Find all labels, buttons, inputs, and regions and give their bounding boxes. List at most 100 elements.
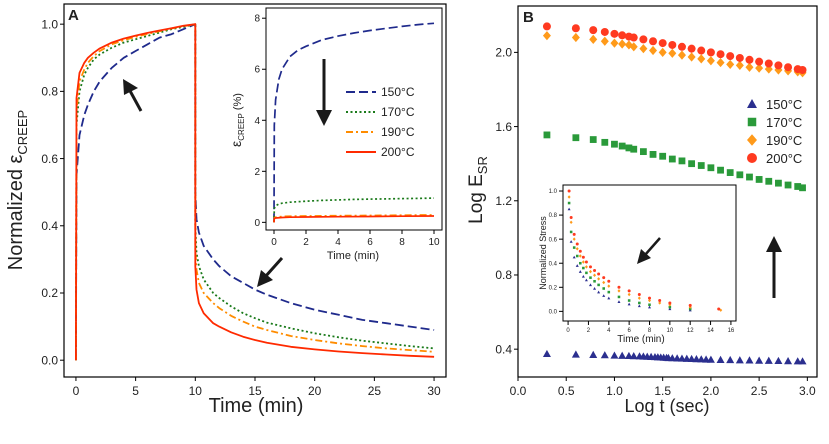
- panel-b-inset-point-170c-10: [602, 287, 605, 290]
- panel-b-point-150c-3: [600, 351, 609, 359]
- panel-b-inset-point-200c-12: [617, 285, 621, 289]
- panel-b-inset-x-axis-title: Time (min): [617, 334, 664, 345]
- panel-b-inset-y-tick-label-5: 1.0: [549, 189, 558, 195]
- panel-b-inset-point-190c-2: [572, 237, 576, 241]
- panel-a-arrow-up-shaft: [127, 88, 143, 112]
- panel-b-point-200c-7: [629, 33, 638, 42]
- panel-b-y-tick-label-0: 0.4: [495, 342, 512, 356]
- panel-a-inset-legend: 150°C 170°C 190°C 200°C: [346, 85, 415, 159]
- panel-b: B 0.0 0.5 1.0 1.5 2.0 2.5 3.0 0.40.81.21.62.0 …: [466, 5, 818, 416]
- panel-a-inset-series-170c: [273, 197, 435, 223]
- panel-a-y-tick-label-1: 0.2: [41, 286, 58, 300]
- panel-b-y-axis-title: Log ESR: [466, 156, 490, 224]
- panel-b-point-190c-15: [706, 56, 715, 66]
- panel-b-x-tick-label-4: 2.0: [703, 384, 720, 398]
- panel-a-inset-legend-label-0: 150°C: [381, 85, 415, 99]
- panel-a-inset-frame: [265, 7, 443, 231]
- panel-b-point-190c-10: [658, 47, 667, 57]
- panel-b-point-200c-22: [774, 61, 783, 70]
- panel-b-inset-point-190c-5: [581, 260, 585, 264]
- panel-b-inset-point-170c-16: [668, 305, 672, 309]
- panel-a-inset-x-tick-label-4: 8: [399, 237, 405, 248]
- panel-b-inset-point-150c-9: [597, 290, 601, 294]
- panel-b-inset-point-150c-8: [593, 287, 597, 290]
- panel-a-inset-arrow-head: [316, 110, 332, 126]
- panel-b-legend-label-2: 190°C: [766, 133, 802, 148]
- panel-b-y-tick-label-1: 0.8: [495, 268, 512, 282]
- panel-b-inset-point-190c-4: [578, 254, 582, 258]
- panel-a-x-tick-label-6: 30: [427, 384, 441, 398]
- panel-b-plot-frame: [517, 5, 818, 378]
- panel-b-point-190c-0: [542, 31, 551, 41]
- panel-b-legend-marker-2: [747, 134, 757, 146]
- panel-b-point-170c-8: [639, 148, 647, 156]
- panel-b-series: [542, 22, 807, 365]
- panel-b-point-170c-5: [618, 142, 626, 150]
- panel-b-inset-point-170c-17: [688, 307, 692, 311]
- panel-b-point-150c-30: [745, 356, 754, 364]
- panel-b-inset-x-tick-label-7: 14: [707, 328, 714, 334]
- panel-a-inset-x-tick-label-3: 6: [367, 237, 373, 248]
- panel-b-inset-point-150c-7: [588, 283, 592, 287]
- panel-b-point-200c-11: [668, 40, 677, 49]
- panel-b-inset-y-ticks: 0.0 0.2 0.4 0.6 0.8 1.0: [549, 189, 563, 315]
- panel-b-x-tick-label-6: 3.0: [799, 384, 816, 398]
- panel-b-point-190c-3: [600, 36, 609, 46]
- panel-b-inset-point-170c-13: [627, 299, 631, 302]
- panel-b-point-190c-5: [618, 39, 627, 49]
- panel-b-arrow-up-head: [766, 236, 782, 252]
- panel-a-inset-y-axis-title-unit: (%): [232, 93, 244, 113]
- panel-b-y-ticks: 0.4 0.8 1.2 1.6 2.0: [495, 46, 518, 356]
- panel-b-point-170c-14: [697, 162, 705, 169]
- panel-b-point-200c-16: [716, 50, 725, 59]
- panel-b-inset-x-tick-label-1: 2: [587, 328, 591, 334]
- panel-b-point-150c-28: [726, 355, 735, 364]
- panel-b-point-190c-1: [571, 32, 580, 43]
- panel-b-point-200c-5: [618, 31, 627, 40]
- panel-b-inset-y-tick-label-3: 0.6: [549, 237, 558, 243]
- panel-b-point-150c-36: [798, 357, 807, 365]
- panel-b-point-190c-4: [610, 38, 619, 48]
- panel-a-y-axis-title: Normalized εCREEP: [5, 110, 30, 270]
- panel-b-point-150c-5: [618, 351, 627, 359]
- panel-b-point-170c-4: [611, 140, 618, 148]
- panel-a-inset-legend-label-2: 190°C: [381, 125, 415, 139]
- panel-b-inset-y-tick-label-2: 0.4: [549, 261, 558, 267]
- panel-b-point-190c-16: [716, 57, 725, 68]
- panel-a-inset-series-200c: [273, 215, 435, 223]
- panel-b-inset-x-ticks: 0 2 4 6 8 10 12 14 16: [566, 321, 735, 334]
- panel-b-point-200c-19: [745, 55, 754, 64]
- panel-a-y-tick-label-2: 0.4: [41, 219, 58, 233]
- panel-b-inset-point-170c-9: [597, 283, 600, 287]
- panel-b-point-190c-7: [629, 42, 638, 52]
- panel-a-inset-legend-label-1: 170°C: [381, 105, 415, 119]
- panel-b-point-200c-18: [735, 53, 744, 62]
- panel-a: A 0 5 10 15 20 25 30 0.00.20.40.60.81.0 Time (…: [5, 3, 447, 417]
- panel-b-point-200c-0: [542, 22, 551, 31]
- panel-b-legend: 150°C 170°C 190°C 200°C: [747, 97, 802, 166]
- panel-b-inset-point-190c-9: [597, 277, 601, 281]
- panel-b-point-190c-14: [697, 54, 706, 64]
- panel-b-inset-y-tick-label-1: 0.2: [549, 285, 558, 291]
- panel-b-inset-point-170c-11: [607, 290, 611, 294]
- panel-b-inset-y-axis-title: Normalized Stress: [538, 216, 548, 290]
- panel-b-point-200c-17: [726, 52, 735, 61]
- panel-b-inset-point-150c-5: [581, 274, 585, 278]
- panel-a-x-tick-label-2: 10: [189, 384, 203, 398]
- panel-a-x-ticks: 0 5 10 15 20 25 30: [73, 377, 441, 398]
- panel-b-point-150c-33: [774, 356, 783, 365]
- panel-b-point-150c-2: [589, 350, 598, 358]
- panel-b-arrow-up: [766, 236, 782, 298]
- panel-a-inset-y-tick-label-0: 0: [254, 218, 260, 229]
- panel-b-point-190c-19: [745, 62, 754, 72]
- panel-b-point-150c-26: [706, 355, 715, 363]
- panel-b-legend-label-3: 200°C: [766, 151, 802, 166]
- panel-a-x-tick-label-5: 25: [368, 384, 382, 398]
- panel-b-point-170c-22: [775, 179, 782, 187]
- panel-b-inset: 0 2 4 6 8 10 12 14 16 0.0 0.2 0.4 0.6 0.8 1.0 Time (m…: [538, 184, 737, 345]
- panel-b-point-200c-13: [687, 44, 696, 53]
- panel-b-legend-marker-0: [747, 99, 757, 108]
- panel-b-inset-point-150c-3: [575, 264, 579, 267]
- panel-b-point-200c-9: [649, 37, 658, 46]
- panel-b-point-170c-0: [543, 131, 551, 139]
